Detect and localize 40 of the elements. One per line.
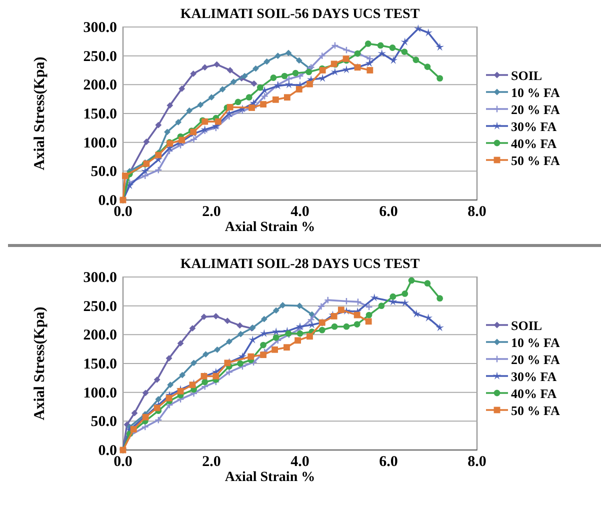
legend-label: 30% FA [511,119,558,134]
y-tick-label: 250.0 [83,48,117,65]
legend-label: 20 % FA [511,352,560,367]
y-tick-label: 300.0 [83,20,117,36]
x-tick-label: 8.0 [468,204,486,220]
x-tick-label: 4.0 [290,454,310,470]
y-tick-label: 250.0 [83,298,117,315]
legend-label: SOIL [511,68,542,83]
x-tick-label: 6.0 [379,454,398,470]
legend-label: 30% FA [511,369,558,384]
legend-label: 40% FA [511,386,558,401]
y-axis-title: Axial Stress(Kpa) [32,306,48,420]
legend-label: SOIL [511,318,542,333]
y-tick-label: 100.0 [83,385,117,402]
legend-label: 50 % FA [511,403,560,418]
y-axis-title: Axial Stress(Kpa) [32,56,48,170]
x-tick-label: 0.0 [114,454,132,470]
y-tick-label: 50.0 [90,164,117,180]
legend-label: 10 % FA [511,85,560,100]
y-tick-label: 200.0 [83,78,117,94]
chart-title: KALIMATI SOIL-28 DAYS UCS TEST [180,257,420,272]
y-tick-label: 300.0 [83,270,117,286]
legend-label: 10 % FA [511,335,560,350]
x-axis-title: Axial Strain % [224,220,316,235]
x-tick-label: 4.0 [290,204,310,220]
y-tick-label: 150.0 [83,356,117,372]
x-tick-label: 0.0 [114,204,132,220]
legend-label: 50 % FA [511,153,560,168]
x-tick-label: 2.0 [202,204,221,220]
y-tick-label: 200.0 [83,328,117,344]
legend-label: 20 % FA [511,102,560,117]
chart-title: KALIMATI SOIL-56 DAYS UCS TEST [180,7,420,22]
y-tick-label: 50.0 [90,414,117,430]
x-tick-label: 6.0 [379,204,398,220]
x-tick-label: 2.0 [202,454,221,470]
y-tick-label: 100.0 [83,135,117,152]
x-axis-title: Axial Strain % [224,470,316,485]
x-tick-label: 8.0 [468,454,486,470]
legend-label: 40% FA [511,136,558,151]
y-tick-label: 150.0 [83,106,117,122]
